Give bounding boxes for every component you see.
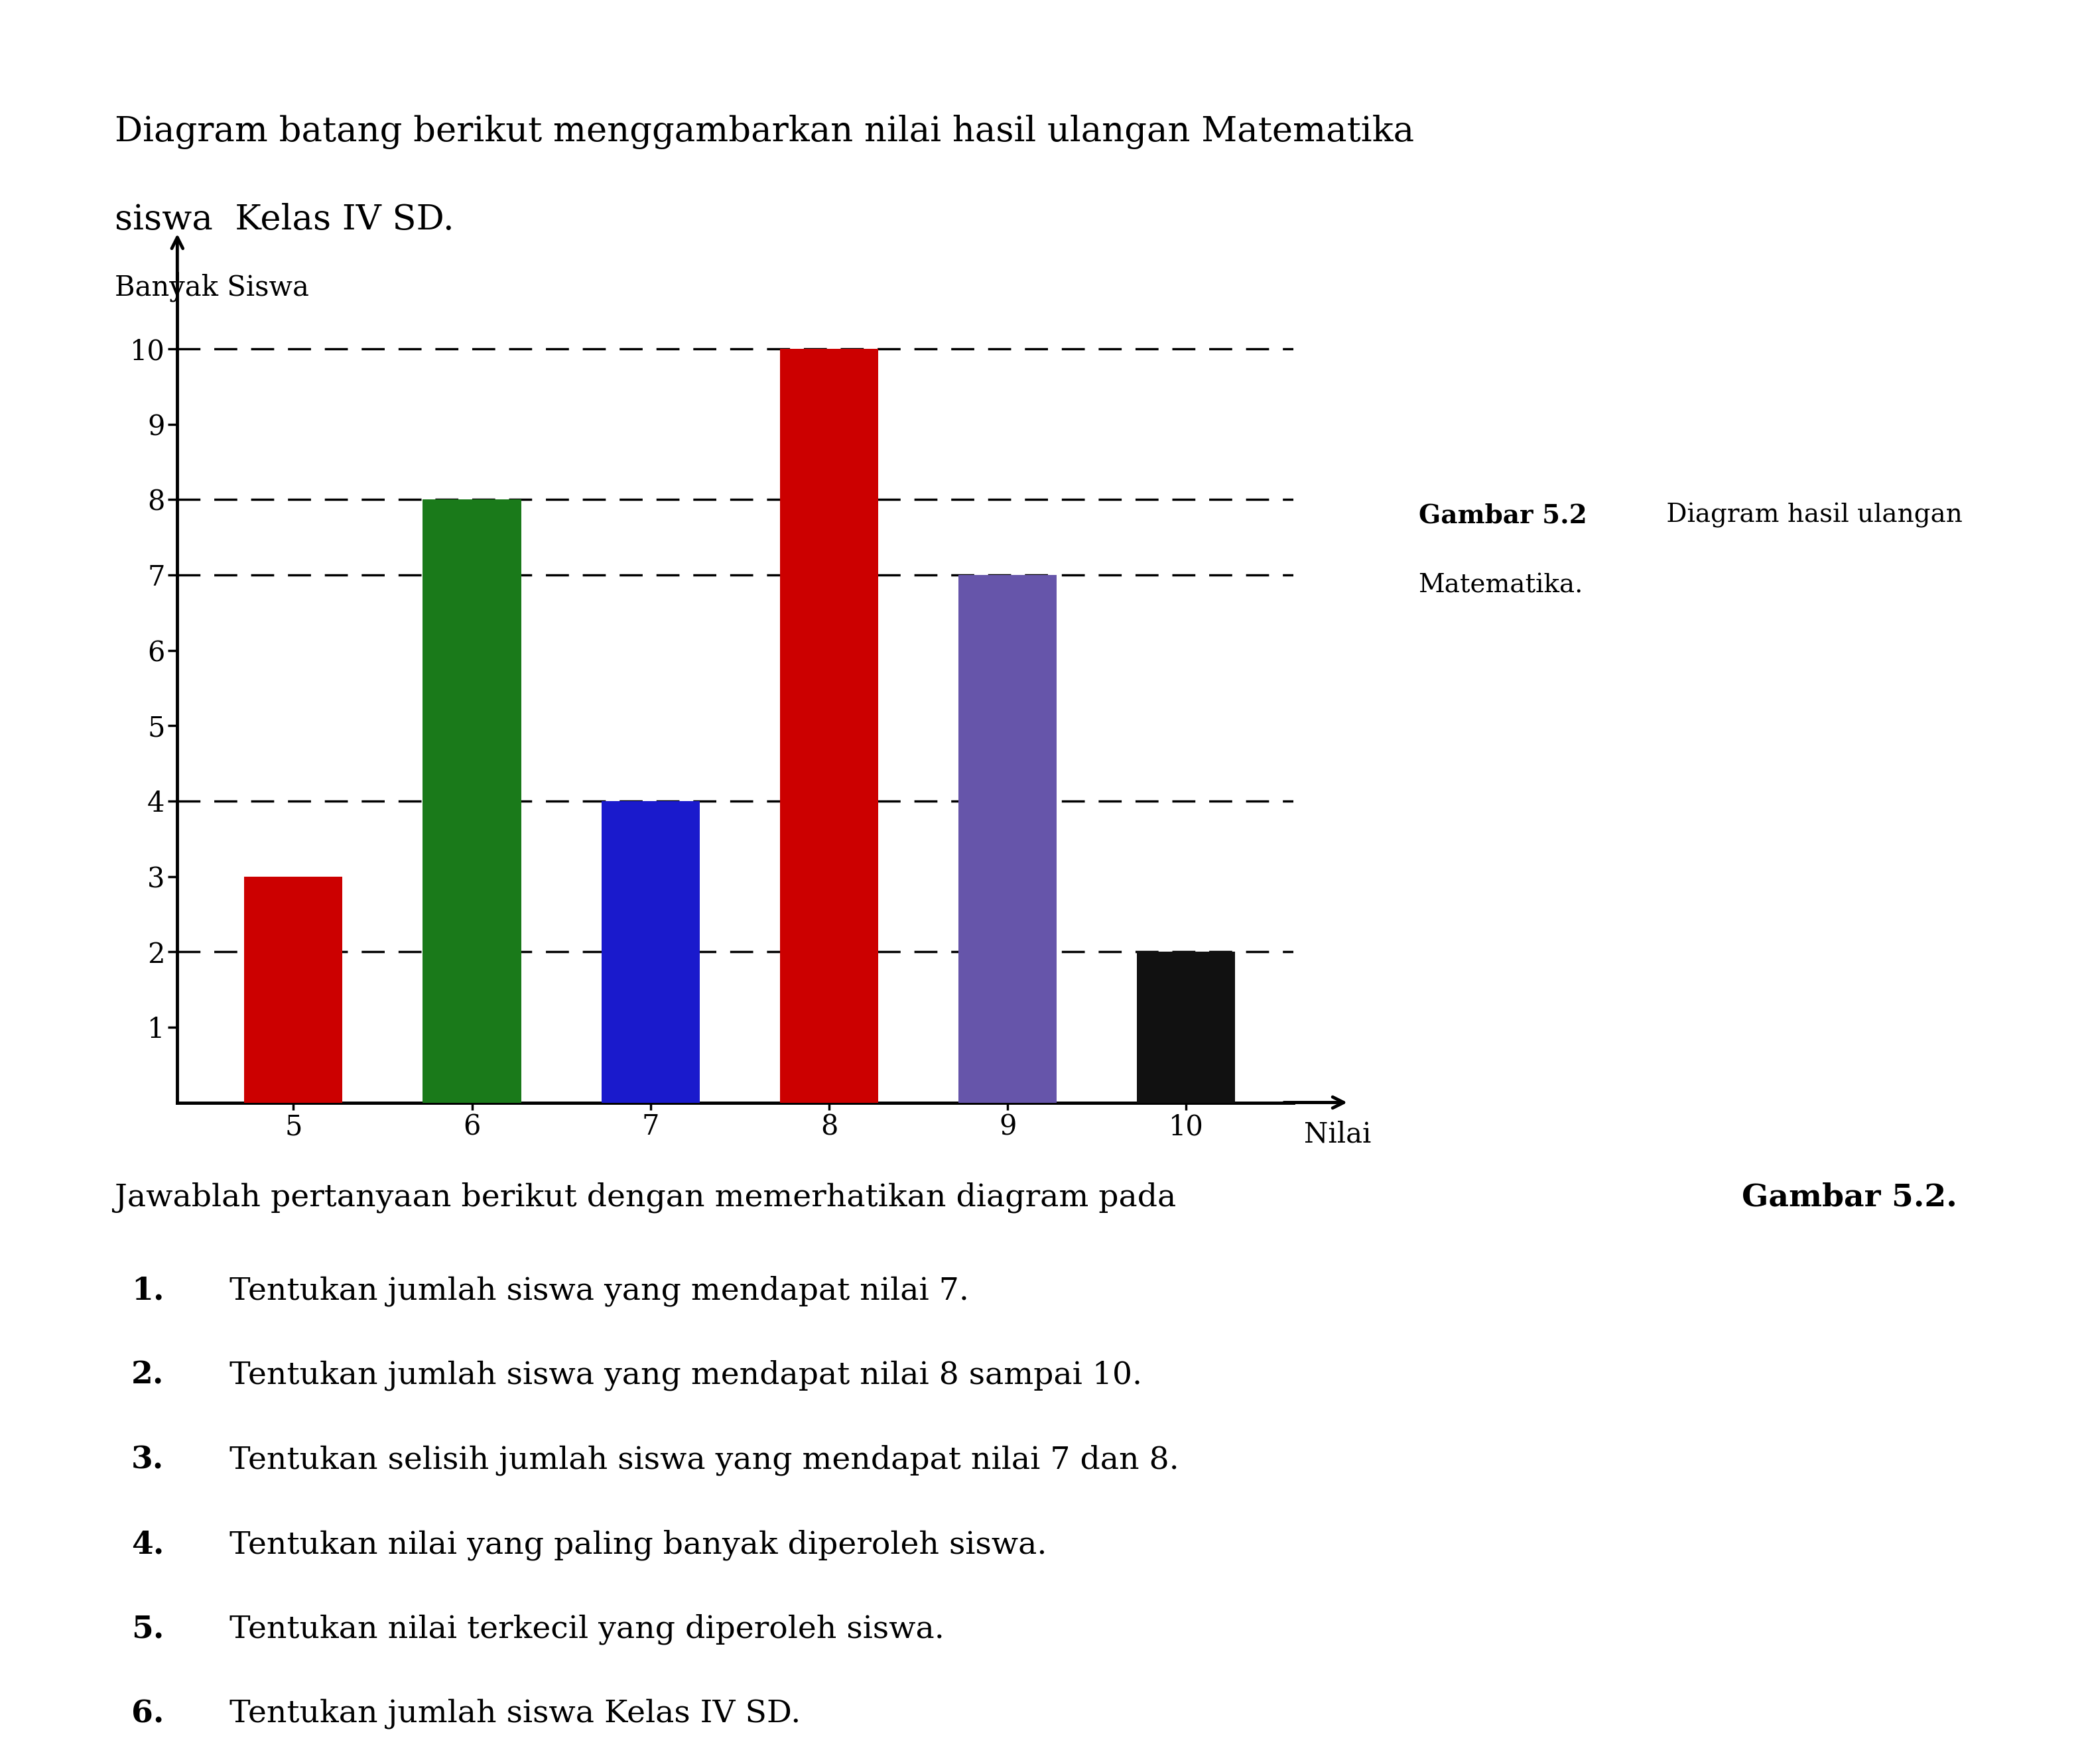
Text: 5.: 5.	[131, 1614, 165, 1644]
Bar	[1137, 953, 1235, 1102]
Text: Tentukan jumlah siswa yang mendapat nilai 7.: Tentukan jumlah siswa yang mendapat nila…	[229, 1275, 968, 1305]
Text: Gambar 5.2: Gambar 5.2	[1418, 503, 1587, 527]
Text: Tentukan selisih jumlah siswa yang mendapat nilai 7 dan 8.: Tentukan selisih jumlah siswa yang menda…	[229, 1445, 1179, 1475]
Text: 2.: 2.	[131, 1360, 165, 1390]
Text: Jawablah pertanyaan berikut dengan memerhatikan diagram pada: Jawablah pertanyaan berikut dengan memer…	[115, 1182, 1187, 1212]
Text: 4.: 4.	[131, 1529, 165, 1559]
Text: 1.: 1.	[131, 1275, 165, 1305]
Text: 6.: 6.	[131, 1699, 165, 1729]
Text: Tentukan nilai terkecil yang diperoleh siswa.: Tentukan nilai terkecil yang diperoleh s…	[229, 1614, 945, 1644]
Text: Matematika.: Matematika.	[1418, 573, 1583, 598]
Bar	[780, 349, 878, 1102]
Text: Diagram batang berikut menggambarkan nilai hasil ulangan Matematika: Diagram batang berikut menggambarkan nil…	[115, 115, 1414, 150]
Text: Nilai: Nilai	[1304, 1120, 1371, 1148]
Bar	[960, 575, 1058, 1102]
Text: Tentukan jumlah siswa Kelas IV SD.: Tentukan jumlah siswa Kelas IV SD.	[229, 1699, 801, 1729]
Bar	[244, 877, 342, 1102]
Text: Diagram hasil ulangan: Diagram hasil ulangan	[1658, 503, 1963, 527]
Text: Gambar 5.2.: Gambar 5.2.	[1742, 1182, 1957, 1212]
Text: Banyak Siswa: Banyak Siswa	[115, 273, 309, 302]
Bar	[601, 801, 699, 1102]
Text: Tentukan nilai yang paling banyak diperoleh siswa.: Tentukan nilai yang paling banyak dipero…	[229, 1529, 1047, 1559]
Bar	[423, 499, 522, 1102]
Text: siswa  Kelas IV SD.: siswa Kelas IV SD.	[115, 203, 455, 236]
Text: Tentukan jumlah siswa yang mendapat nilai 8 sampai 10.: Tentukan jumlah siswa yang mendapat nila…	[229, 1360, 1143, 1390]
Text: 3.: 3.	[131, 1445, 165, 1475]
